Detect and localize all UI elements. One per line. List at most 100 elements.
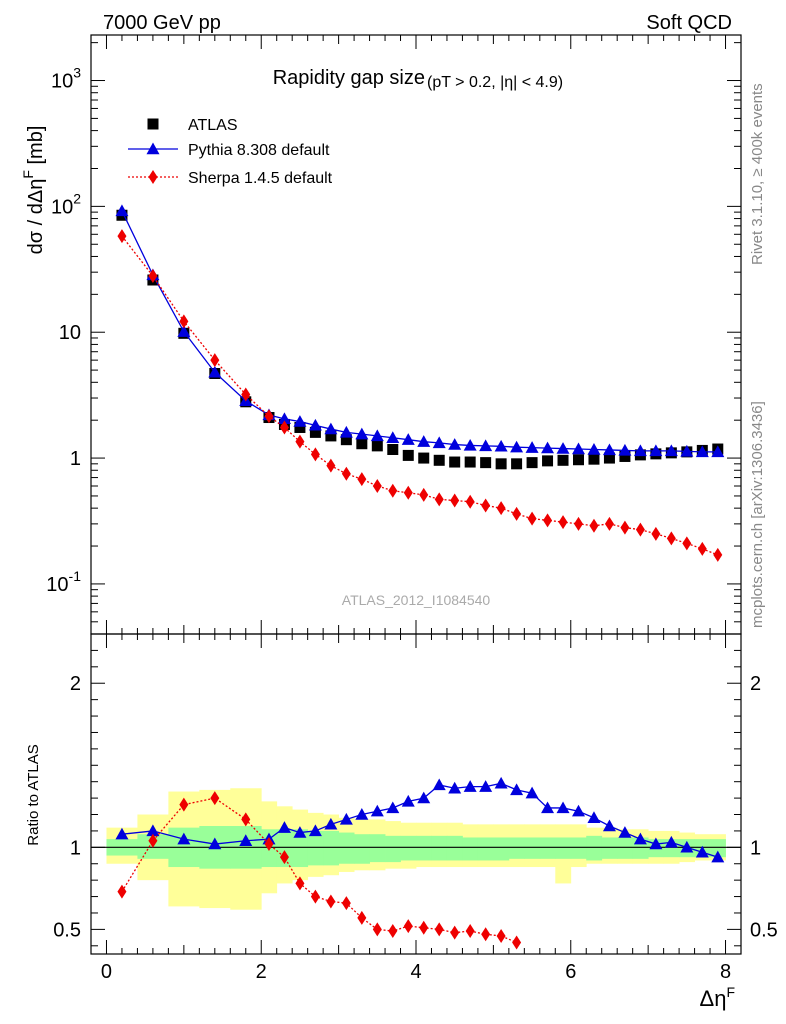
legend-label: Pythia 8.308 default [188,142,330,159]
data-point [355,427,369,440]
band-inner [555,837,572,859]
band-inner [508,837,525,859]
ratio-data-point [463,780,477,792]
data-point [496,501,506,516]
rivet-label: Rivet 3.1.10, ≥ 400k events [749,83,766,265]
ratio-data-point [241,812,251,827]
ratio-data-point [401,794,415,807]
data-point [542,455,554,467]
legend-marker [147,118,159,130]
ratio-y-tick-label: 2 [70,673,81,695]
ratio-data-point [115,827,129,840]
band-inner [477,837,494,861]
band-inner [710,839,726,858]
header-left: 7000 GeV pp [103,12,221,34]
data-point [279,420,289,435]
ratio-data-point [239,834,253,846]
data-point [572,442,585,455]
data-point [371,440,383,452]
ratio-data-point [372,922,382,937]
ratio-data-point [512,935,522,950]
data-point [341,466,351,481]
data-point [480,457,492,469]
x-axis-label: ΔηF [700,984,736,1011]
ratio-data-point [370,804,384,817]
ratio-data-point [179,797,189,812]
ratio-data-point [148,833,158,848]
data-point [588,453,600,465]
band-inner [586,835,603,861]
band-inner [323,830,340,866]
data-point [573,454,584,466]
data-point [620,520,630,535]
ratio-data-point [117,884,127,899]
data-point [264,409,274,424]
ratio-data-point [434,922,444,937]
data-point [512,506,522,521]
y-tick-label: 102 [51,190,81,218]
data-point [543,513,553,528]
data-point [449,456,461,468]
data-point [527,511,537,526]
data-point [310,447,320,462]
band-inner [570,837,587,859]
data-point [294,421,306,433]
ratio-data-point [295,876,305,891]
ratio-data-point [339,812,353,825]
data-point [664,444,678,457]
data-point [432,436,446,449]
data-point [241,387,251,402]
ratio-data-point [556,801,570,814]
ratio-data-point [177,832,191,845]
ratio-y-tick-label-right: 1 [750,837,761,859]
legend-label: Sherpa 1.4.5 default [188,170,333,187]
data-point [633,444,647,457]
data-point [713,547,723,562]
data-point [210,353,220,368]
ratio-data-point [496,928,506,943]
ratio-data-point [355,808,369,820]
data-point [450,493,460,508]
band-inner [416,835,432,861]
data-point [401,433,415,445]
band-inner [431,835,448,861]
band-inner [307,830,324,866]
ratio-data-point [481,927,491,942]
band-inner [524,837,541,859]
data-point [635,522,645,537]
legend-label: ATLAS [188,117,238,134]
data-point [309,426,321,438]
ratio-data-point [602,819,616,832]
ratio-data-point [208,837,222,850]
ratio-data-point [279,850,289,865]
ratio-data-point [277,821,291,833]
ratio-data-point [450,925,460,940]
data-point [356,438,368,450]
band-inner [400,835,417,861]
data-point [556,442,570,454]
ratio-data-point [711,850,725,863]
static-text: 7000 GeV pp Soft QCD Rivet 3.1.10, ≥ 400… [25,12,766,846]
data-point [604,516,614,531]
data-point [403,485,413,500]
ratio-data-point [388,924,398,939]
data-point [370,429,384,442]
ratio-data-point [695,845,709,858]
ratio-data-point [572,804,585,817]
x-tick-label: 6 [565,961,576,983]
data-point [711,445,725,458]
mcplots-label: mcplots.cern.ch [arXiv:1306.3436] [749,401,766,628]
data-point [434,492,444,507]
ratio-data-point [680,840,694,853]
ratio-data-point [146,824,160,837]
data-point [388,483,398,498]
ratio-data-point [525,786,539,799]
data-point [208,365,222,378]
ratio-data-point [432,778,446,791]
band-inner [292,829,309,868]
data-point [277,412,291,425]
ratio-data-point [308,824,322,837]
series-line [121,235,719,556]
y-tick-label: 103 [51,65,81,93]
